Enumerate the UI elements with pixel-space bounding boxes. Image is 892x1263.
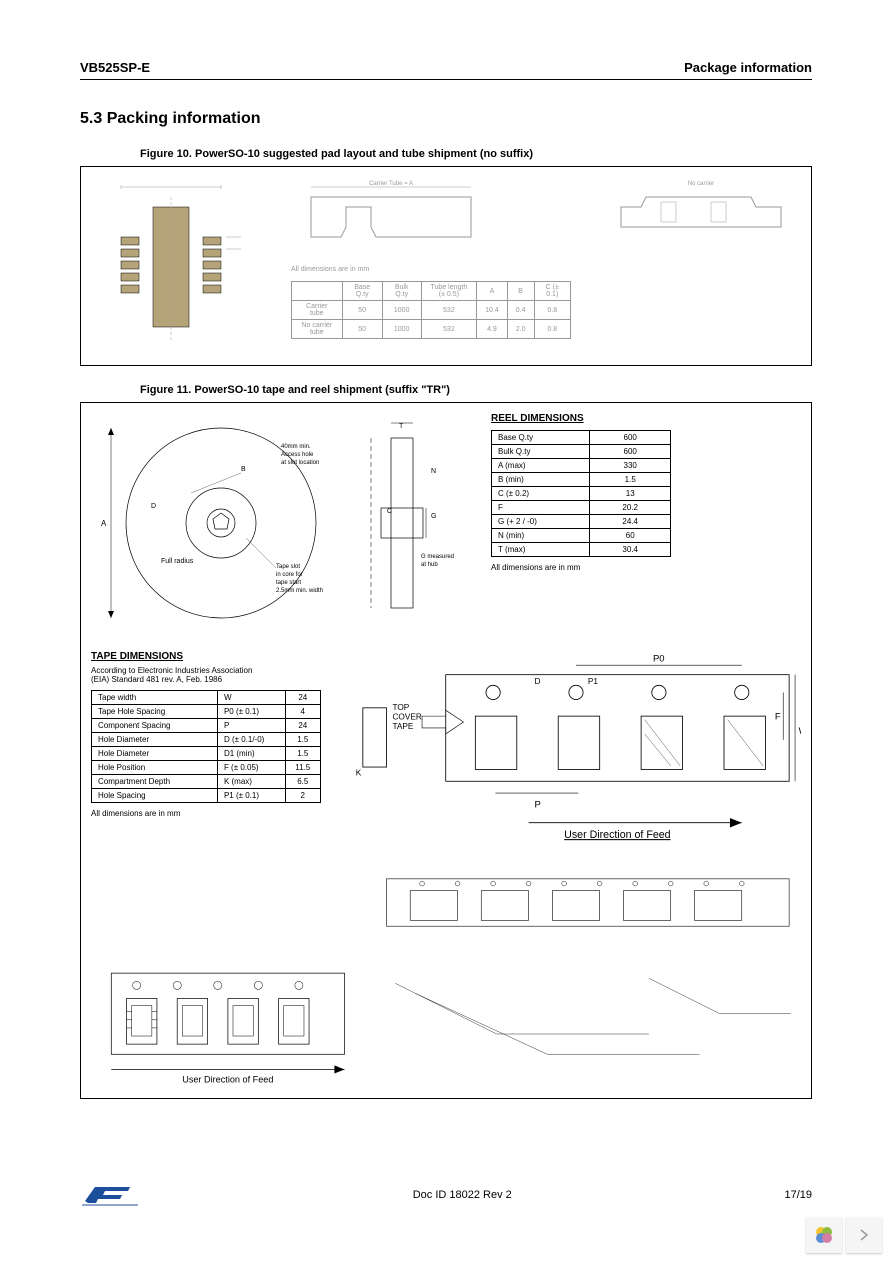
tube-cross-section-2: No carrier [601,177,801,257]
tube-cross-section: Carrier Tube = A [291,177,491,257]
table-row: N (min)60 [492,529,671,543]
svg-text:tape start: tape start [276,580,301,586]
svg-text:F: F [775,712,781,723]
table-row: Compartment DepthK (max)6.5 [92,775,321,789]
table-row: Tape widthW24 [92,691,321,705]
tape-side-profile [351,867,801,950]
table-row: Hole DiameterD (± 0.1/-0)1.5 [92,733,321,747]
table-row: B (min)1.5 [492,473,671,487]
svg-text:T: T [399,423,404,430]
svg-text:P: P [535,799,541,810]
svg-text:Carrier Tube = A: Carrier Tube = A [369,181,413,187]
product-code: VB525SP-E [80,60,150,75]
svg-text:in core for: in core for [276,572,303,578]
full-radius-label: Full radius [161,558,194,565]
tape-table-box: TAPE DIMENSIONS According to Electronic … [91,651,331,953]
svg-text:G measured: G measured [421,554,454,560]
tube-th-4: A [477,282,508,301]
svg-text:N: N [431,468,436,475]
table-row: No carrier tube 50 1000 532 4.9 2.0 0.8 [292,320,571,339]
tape-note: All dimensions are in mm [91,809,331,818]
page-header: VB525SP-E Package information [80,60,812,80]
svg-text:W: W [799,726,801,737]
svg-text:Tape slot: Tape slot [276,564,300,570]
reel-note: All dimensions are in mm [491,563,721,572]
chip-icon [126,999,156,1045]
table-row: Hole DiameterD1 (min)1.5 [92,747,321,761]
tube-th-2: Bulk Q.ty [382,282,421,301]
table-row: C (± 0.2)13 [492,487,671,501]
page-footer: Doc ID 18022 Rev 2 17/19 [80,1179,812,1212]
table-row: Carrier tube 50 1000 532 10.4 0.4 0.8 [292,301,571,320]
svg-text:B: B [241,466,246,473]
tape-dimensions-table: Tape widthW24Tape Hole SpacingP0 (± 0.1)… [91,690,321,803]
tube-note: All dimensions are in mm [291,266,571,273]
svg-text:Access hole: Access hole [281,452,314,458]
table-row: F20.2 [492,501,671,515]
svg-text:TAPE: TAPE [392,722,413,731]
table-row: Hole PositionF (± 0.05)11.5 [92,761,321,775]
svg-text:P0: P0 [653,654,665,665]
table-row: Hole SpacingP1 (± 0.1)2 [92,789,321,803]
flower-icon[interactable] [806,1217,842,1253]
tube-table: Base Q.ty Bulk Q.ty Tube length (± 0.5) … [291,281,571,339]
reel-dimensions-table: Base Q.ty600Bulk Q.ty600A (max)330B (min… [491,430,671,557]
tube-th-5: B [507,282,534,301]
figure-10-caption: Figure 10. PowerSO-10 suggested pad layo… [140,148,812,160]
table-row: T (max)30.4 [492,543,671,557]
svg-text:A: A [101,519,107,528]
corner-widget [806,1217,882,1253]
st-logo [80,1179,140,1212]
svg-text:at hub: at hub [421,562,438,568]
svg-text:D: D [535,677,541,686]
access-hole-label: 40mm min. [281,444,311,450]
reel-title: REEL DIMENSIONS [491,413,721,424]
svg-text:at slot location: at slot location [281,460,319,466]
tape-subtitle: According to Electronic Industries Assoc… [91,666,331,684]
doc-id: Doc ID 18022 Rev 2 [413,1189,512,1201]
svg-text:K: K [356,768,362,777]
figure-11-caption: Figure 11. PowerSO-10 tape and reel ship… [140,384,812,396]
pad-layout-diagram [91,177,271,347]
reel-table-box: REEL DIMENSIONS Base Q.ty600Bulk Q.ty600… [491,413,721,636]
tube-th-6: C (± 0.1) [534,282,571,301]
svg-text:2.5mm min. width: 2.5mm min. width [276,588,323,594]
top-cover-label: TOP [392,703,409,712]
figure-10-box: Carrier Tube = A All dimensions are in m… [80,166,812,366]
table-row: Tape Hole SpacingP0 (± 0.1)4 [92,705,321,719]
tape-diagram: P0 P1 D W F P TOP COVER TAPE [351,651,801,953]
tube-th-1: Base Q.ty [342,282,382,301]
tube-th-3: Tube length (± 0.5) [421,282,477,301]
feed-direction-label: User Direction of Feed [182,1075,273,1085]
tube-section: Carrier Tube = A All dimensions are in m… [291,177,801,355]
table-row: Base Q.ty600 [492,431,671,445]
table-row: Bulk Q.ty600 [492,445,671,459]
table-row: Component SpacingP24 [92,719,321,733]
tape-title: TAPE DIMENSIONS [91,651,331,662]
header-section: Package information [684,60,812,75]
svg-text:C: C [387,508,392,515]
svg-text:No carrier: No carrier [688,181,714,187]
next-arrow-icon[interactable] [846,1217,882,1253]
reel-diagram: A B D Full radius 40mm min. Access hole … [91,413,471,636]
svg-text:G: G [431,513,436,520]
svg-text:D: D [151,503,156,510]
svg-text:P1: P1 [588,677,599,686]
figure-11-box: A B D Full radius 40mm min. Access hole … [80,402,812,1099]
section-title: 5.3 Packing information [80,110,812,128]
feed-strip: User Direction of Feed [91,963,801,1088]
user-direction-label: User Direction of Feed [564,829,671,841]
page-number: 17/19 [784,1189,812,1201]
table-row: G (+ 2 / -0)24.4 [492,515,671,529]
table-row: A (max)330 [492,459,671,473]
svg-text:COVER: COVER [392,713,421,722]
